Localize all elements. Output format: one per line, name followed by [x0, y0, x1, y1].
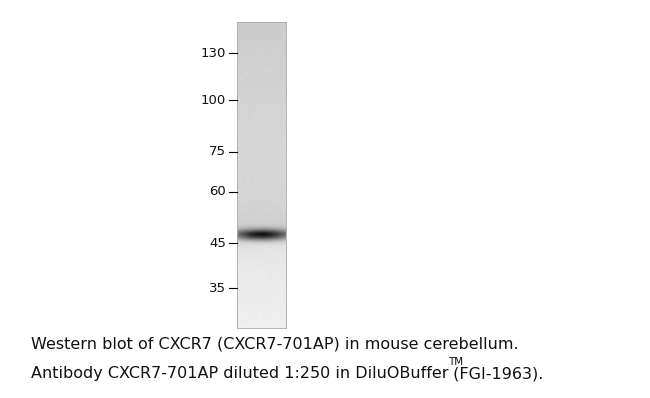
Text: (FGI-1963).: (FGI-1963). — [448, 366, 543, 381]
Text: 75: 75 — [209, 145, 226, 158]
Text: 100: 100 — [201, 94, 226, 107]
Text: 35: 35 — [209, 282, 226, 295]
Text: 60: 60 — [209, 185, 226, 198]
Text: 45: 45 — [209, 237, 226, 250]
Text: Antibody CXCR7-701AP diluted 1:250 in DiluOBuffer: Antibody CXCR7-701AP diluted 1:250 in Di… — [31, 366, 448, 381]
Text: Western blot of CXCR7 (CXCR7-701AP) in mouse cerebellum.: Western blot of CXCR7 (CXCR7-701AP) in m… — [31, 336, 519, 351]
Text: 130: 130 — [201, 47, 226, 60]
Text: TM: TM — [448, 357, 463, 367]
